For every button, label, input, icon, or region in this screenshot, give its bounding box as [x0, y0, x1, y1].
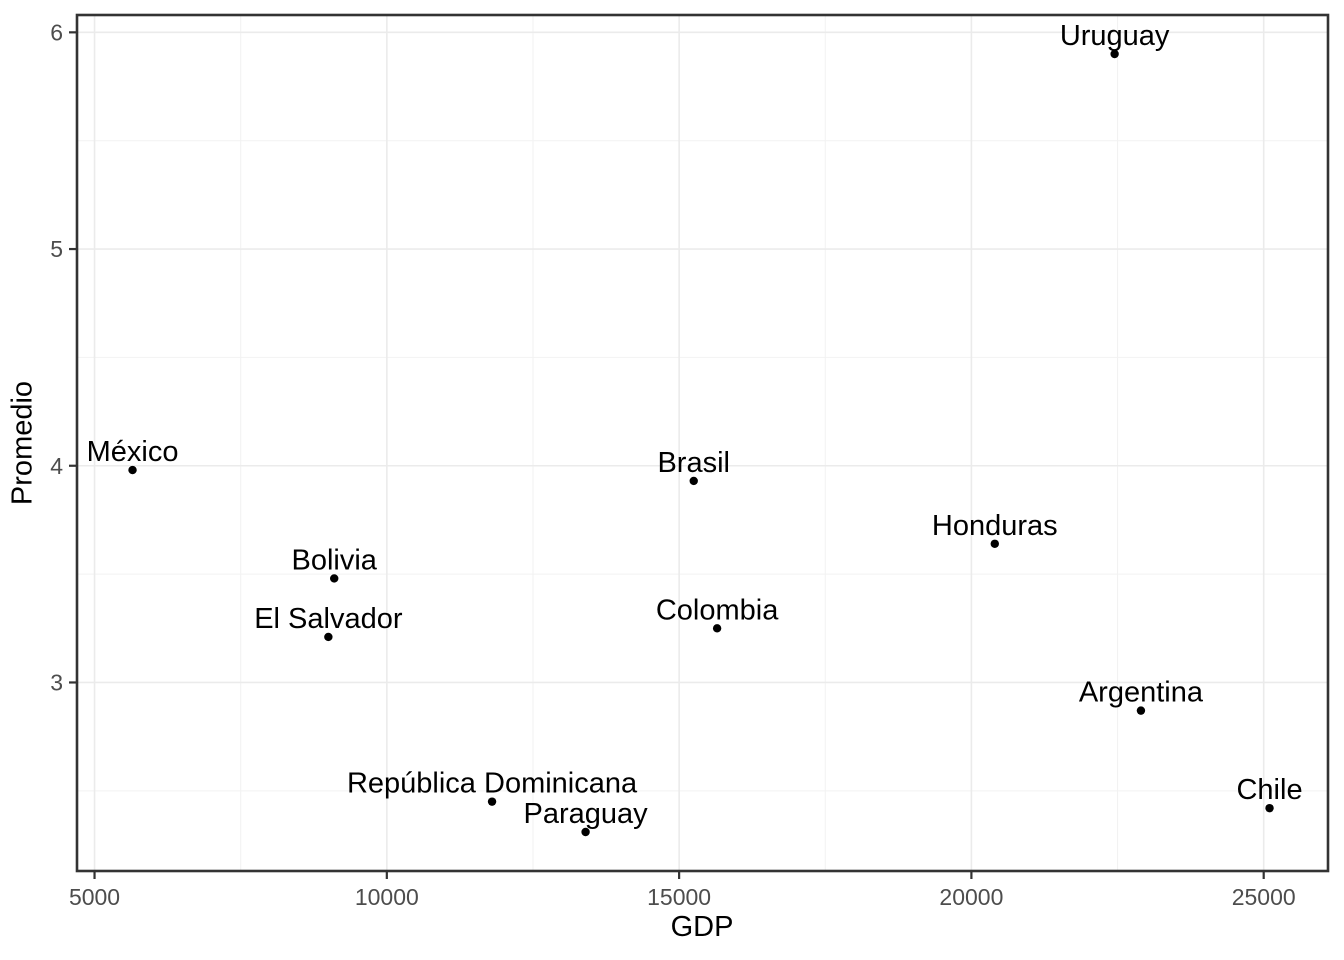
data-point-label: Paraguay: [524, 798, 649, 830]
x-axis-tick-label: 15000: [647, 884, 711, 910]
data-point-label: República Dominicana: [347, 768, 638, 800]
data-point-label: El Salvador: [254, 603, 403, 635]
y-axis-tick-label: 5: [50, 236, 63, 262]
data-point: [324, 632, 333, 642]
data-point-label: Uruguay: [1060, 20, 1170, 52]
data-point-label: Argentina: [1079, 677, 1204, 709]
x-axis-title: GDP: [670, 911, 734, 943]
data-point-label: México: [87, 436, 179, 468]
x-axis-tick-label: 10000: [355, 884, 419, 910]
data-point: [128, 465, 137, 475]
data-point: [689, 476, 698, 486]
y-axis-title: Promedio: [6, 380, 39, 506]
data-point-label: Bolivia: [291, 544, 377, 576]
y-axis-tick-label: 6: [50, 19, 63, 45]
data-point-label: Brasil: [657, 447, 730, 479]
data-point-label: Honduras: [932, 510, 1058, 542]
y-axis-tick-label: 4: [50, 453, 63, 479]
data-point-label: Colombia: [656, 594, 779, 626]
data-point: [990, 539, 999, 548]
data-point: [581, 827, 590, 837]
x-axis-tick-label: 5000: [69, 884, 120, 910]
panel-border: [75, 13, 1330, 873]
x-axis-tick-label: 20000: [939, 884, 1003, 910]
data-point: [487, 797, 497, 806]
panel-background: [77, 15, 1328, 871]
data-point-label: Chile: [1236, 774, 1302, 806]
data-point: [712, 624, 722, 633]
y-axis-tick-label: 3: [50, 669, 63, 695]
data-point: [330, 574, 339, 583]
x-axis-tick-label: 25000: [1232, 884, 1296, 910]
data-point: [1265, 803, 1274, 813]
data-point: [1110, 49, 1119, 59]
data-point: [1136, 706, 1146, 715]
